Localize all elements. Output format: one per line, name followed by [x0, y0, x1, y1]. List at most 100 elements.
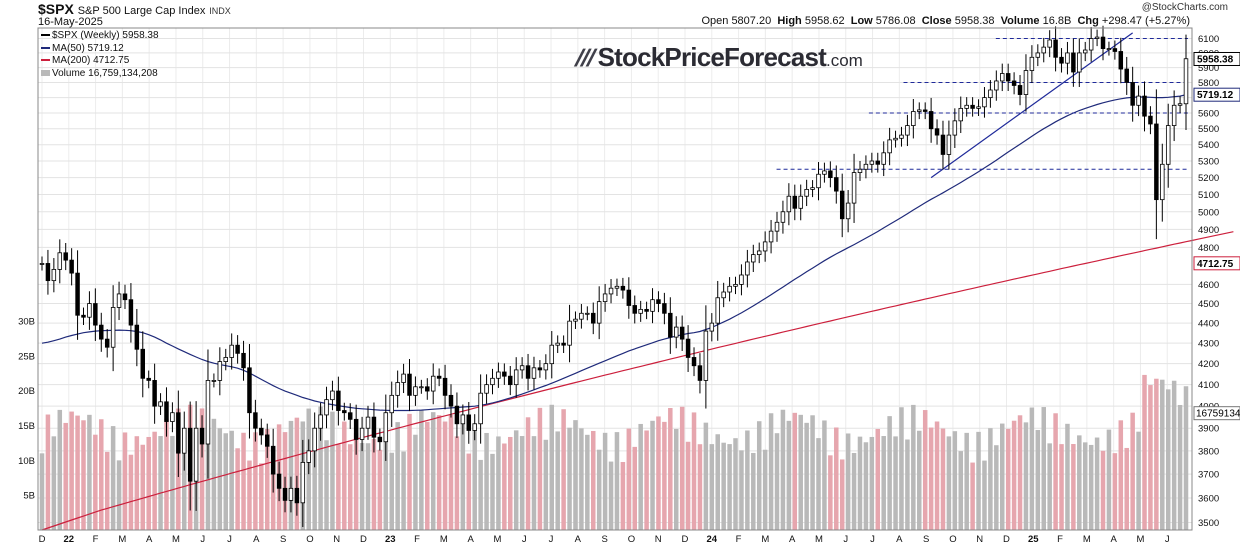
volume-bar [158, 436, 163, 530]
candle-body [691, 357, 697, 367]
time-tick-label: M [172, 534, 180, 545]
candle-body [644, 308, 649, 312]
volume-bar [508, 436, 513, 530]
volume-bar [1112, 453, 1118, 530]
volume-bar [1077, 435, 1082, 530]
volume-bar [472, 426, 477, 530]
price-tick-label: 6100 [1198, 34, 1219, 45]
candle-body [342, 410, 347, 414]
candle-body [1035, 52, 1041, 58]
volume-bar [952, 431, 958, 530]
volume-bar [632, 446, 637, 530]
time-tick-label: A [789, 534, 796, 545]
price-tick-label: 5000 [1198, 207, 1219, 218]
volume-bar [561, 409, 566, 530]
volume-bar [644, 430, 649, 530]
volume-bar [1171, 380, 1177, 530]
candle-body [199, 427, 205, 445]
volume-bar [442, 421, 448, 530]
candle-body [703, 330, 709, 381]
candle-body [1154, 123, 1159, 201]
time-tick-label: S [601, 534, 607, 545]
volume-bar [620, 461, 626, 530]
candle-body [614, 285, 620, 289]
candle-body [347, 412, 353, 420]
volume-bar [502, 443, 507, 530]
candle-body [679, 326, 685, 340]
candle-body [792, 195, 798, 209]
candle-body [982, 97, 987, 108]
candle-body [1160, 163, 1165, 201]
candle-body [140, 348, 146, 379]
last-price-label-box [1193, 51, 1240, 66]
volume-bar [691, 412, 697, 530]
candle-body [922, 109, 928, 112]
candle-body [573, 318, 578, 322]
volume-tick-label: 30B [18, 316, 35, 327]
time-tick-label: A [146, 534, 153, 545]
volume-bar [425, 421, 430, 530]
candle-body [638, 308, 643, 314]
candle-body [436, 375, 442, 379]
candle-body [632, 305, 637, 314]
candle-body [1100, 36, 1106, 49]
volume-bar [1130, 412, 1135, 530]
time-tick-label: J [870, 534, 875, 545]
open-label: Open [701, 15, 729, 27]
volume-bar [347, 444, 353, 530]
time-tick-label: F [414, 534, 420, 545]
candle-body [834, 177, 839, 192]
volume-bar [679, 406, 685, 530]
candle-body [51, 268, 57, 282]
time-tick-label: J [200, 534, 205, 545]
time-tick-label: D [1003, 534, 1010, 545]
trendline [930, 32, 1134, 179]
price-tick-label: 4300 [1198, 339, 1219, 350]
volume-bar [1059, 444, 1064, 530]
candle-body [762, 241, 768, 252]
volume-tick-label: 5B [23, 491, 35, 502]
time-tick-label: D [39, 534, 46, 545]
candle-body [425, 386, 430, 392]
watermark-bars: /// [571, 45, 599, 72]
high-value: 5958.62 [804, 15, 845, 27]
volume-value-label-box [1193, 406, 1240, 421]
volume-bar [1136, 431, 1141, 530]
volume-bar [709, 444, 715, 530]
volume-bar [911, 404, 916, 530]
legend-ma200-swatch [41, 59, 50, 62]
last-price-label: 5958.38 [1197, 54, 1234, 65]
candle-body [413, 386, 418, 396]
candle-body [685, 338, 691, 358]
volume-bar [312, 427, 317, 530]
volume-bar [745, 430, 750, 530]
candle-body [324, 399, 329, 416]
time-tick-label: 23 [385, 534, 396, 545]
time-tick-label: D [682, 534, 689, 545]
candle-body [241, 352, 246, 369]
high-label: High [777, 15, 802, 27]
price-tick-label: 3800 [1198, 446, 1219, 457]
volume-bar [99, 419, 104, 530]
volume-bar [383, 431, 389, 530]
candle-body [745, 261, 750, 276]
candle-body [87, 303, 92, 318]
volume-bar [780, 409, 786, 530]
candle-body [170, 412, 175, 422]
candle-body [839, 190, 845, 220]
candle-body [1000, 73, 1005, 82]
volume-bar [1154, 378, 1159, 530]
candle-body [158, 401, 163, 407]
candle-body [1124, 68, 1129, 83]
volume-bar [685, 441, 691, 530]
volume-bar [484, 432, 489, 530]
symbol: $SPX [38, 1, 74, 17]
candle-body [508, 375, 513, 386]
candle-body [917, 109, 922, 112]
volume-bar [1035, 430, 1041, 530]
volume-bar [656, 416, 661, 530]
volume-bar [353, 433, 359, 530]
candle-body [389, 394, 394, 414]
price-tick-label: 5200 [1198, 173, 1219, 184]
volume-bar [436, 415, 442, 530]
